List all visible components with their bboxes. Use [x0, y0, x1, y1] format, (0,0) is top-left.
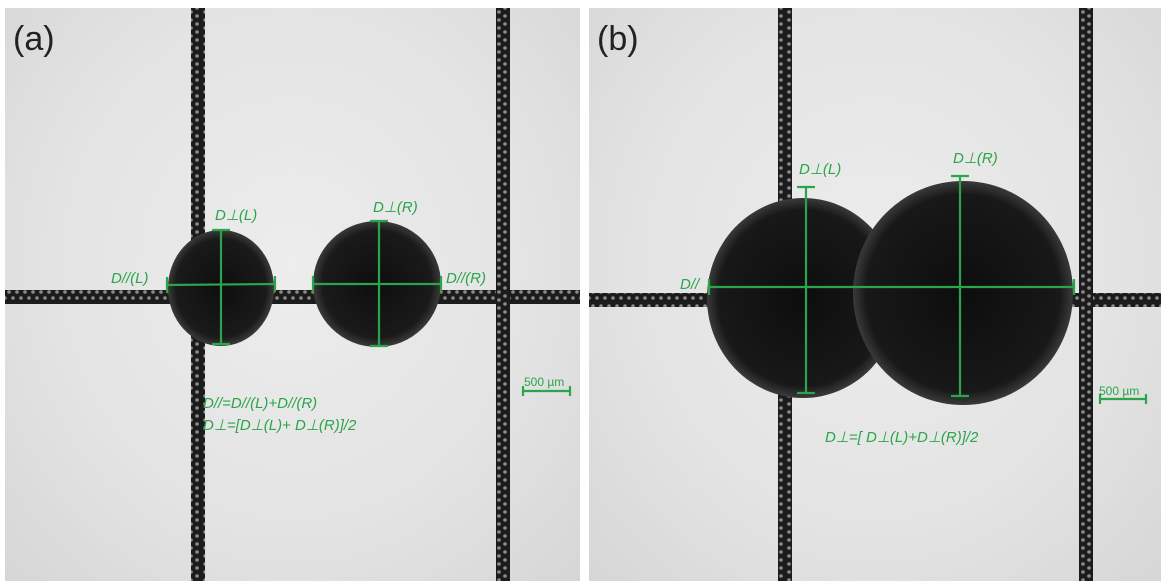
micrograph-panel-a: (a) D⊥(L) D⊥(R) D//(L) D//(R) D//=D//(L)… — [5, 8, 580, 581]
horizontal-fiber — [5, 290, 580, 304]
droplet-left — [707, 198, 899, 398]
panel-label: (a) — [13, 20, 55, 58]
vertical-fiber-right — [1079, 8, 1093, 581]
scale-bar-label: 500 µm — [1099, 384, 1140, 398]
micrograph-b-drawing — [589, 8, 1161, 581]
dpar-right-label: D//(R) — [446, 270, 486, 287]
dperp-left-label: D⊥(L) — [799, 161, 842, 178]
dperp-left-label: D⊥(L) — [215, 207, 258, 224]
micrograph-a-drawing — [5, 8, 580, 581]
scale-bar-label: 500 µm — [524, 375, 565, 389]
dpar-label: D// — [680, 276, 700, 293]
dperp-right-label: D⊥(R) — [373, 199, 418, 216]
dpar-left-label: D//(L) — [111, 270, 149, 287]
measurement-lines-b — [707, 174, 1148, 404]
dperp-right-label: D⊥(R) — [953, 150, 998, 167]
micrograph-panel-b: (b) D⊥(L) D⊥(R) D// D⊥=[ D⊥(L)+D⊥(R)]/2 … — [589, 8, 1161, 581]
formula-dperp: D⊥=[D⊥(L)+ D⊥(R)]/2 — [203, 417, 357, 434]
formula-dperp: D⊥=[ D⊥(L)+D⊥(R)]/2 — [825, 429, 979, 446]
measurement-lines-a — [165, 219, 572, 396]
droplet-right — [853, 181, 1073, 405]
formula-dpar: D//=D//(L)+D//(R) — [203, 395, 318, 412]
vertical-fiber-right — [496, 8, 510, 581]
panel-label: (b) — [597, 20, 639, 58]
